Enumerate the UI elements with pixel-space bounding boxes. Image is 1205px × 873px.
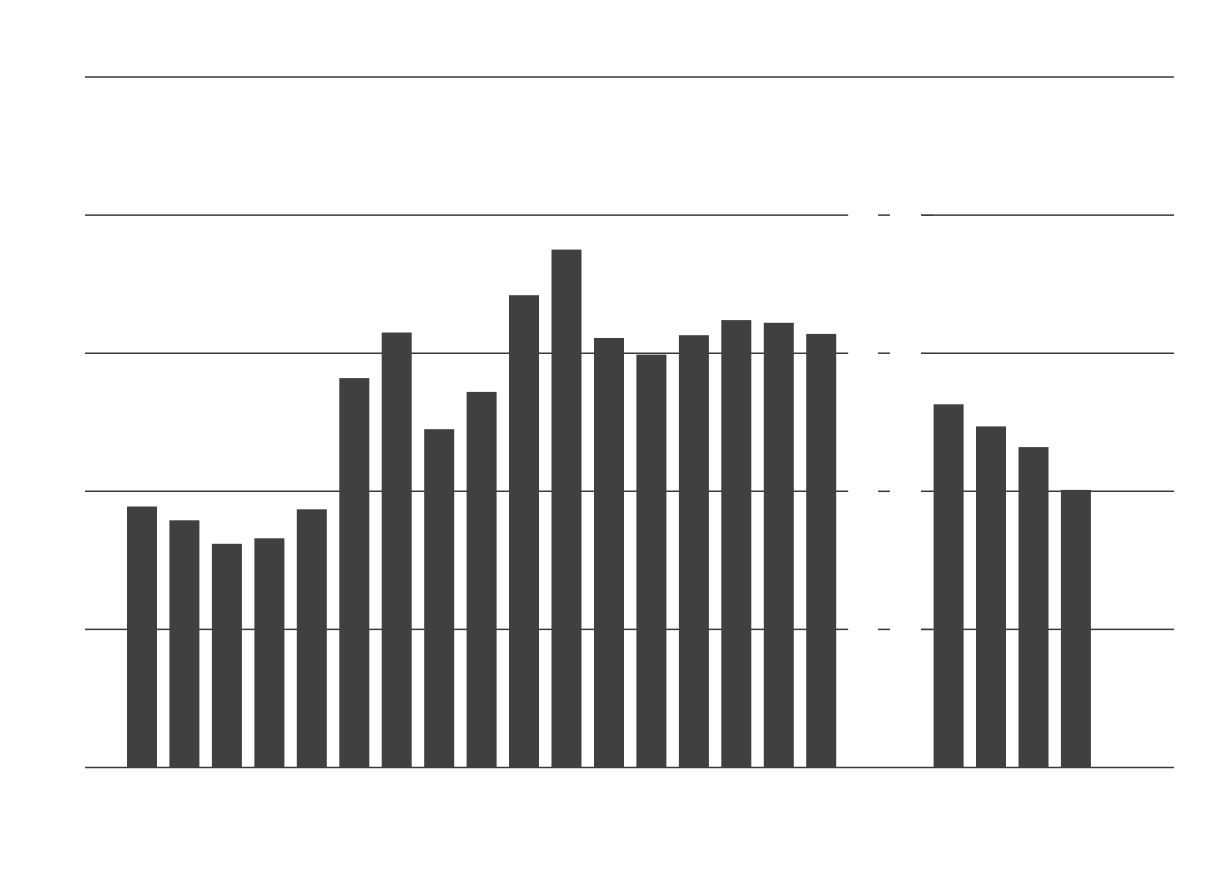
bar-22 [1060,489,1091,768]
bar-15 [763,322,794,768]
bar-14 [721,320,752,768]
bars [127,249,1091,768]
bar-11 [594,338,624,768]
gridlines [85,76,1174,769]
bar-20 [976,426,1006,768]
bar-8 [466,391,497,768]
bar-1 [169,520,200,768]
bar-0 [127,506,157,768]
bar-19 [933,404,964,768]
bar-3 [254,538,285,768]
bar-9 [509,295,539,768]
gap-mask [848,211,922,766]
bar-2 [211,543,242,768]
bar-7 [424,429,455,768]
bar-6 [381,332,412,768]
bar-4 [296,509,327,768]
bar-5 [339,378,370,768]
bar-16 [806,333,837,768]
bar-21 [1018,447,1049,768]
bar-13 [678,335,709,768]
bar-12 [636,354,667,768]
bar-10 [551,249,582,768]
gap-region [848,211,933,766]
